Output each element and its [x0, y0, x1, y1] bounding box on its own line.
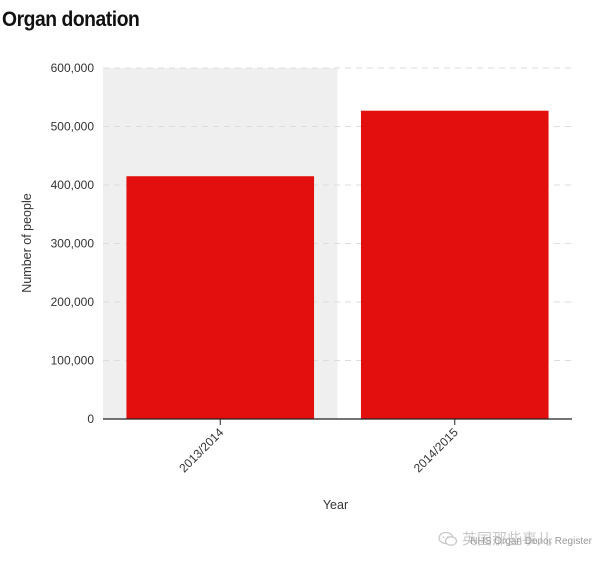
watermark: 英国那些事儿 [438, 528, 552, 549]
y-tick-label: 0 [87, 412, 94, 426]
bar-2 [360, 110, 549, 419]
chart-title: Organ donation [2, 8, 140, 31]
y-tick-label: 100,000 [51, 354, 95, 368]
watermark-text: 英国那些事儿 [462, 530, 553, 548]
x-axis-label: Year [323, 498, 348, 512]
y-tick-label: 200,000 [51, 295, 95, 309]
y-tick-label: 500,000 [51, 120, 95, 134]
y-tick-label: 300,000 [51, 237, 95, 251]
bar-1 [126, 176, 315, 419]
y-tick-label: 600,000 [51, 61, 95, 75]
bars [126, 110, 549, 419]
source-note: NHS Organ Donor Register [470, 536, 592, 547]
y-axis-label: Number of people [20, 193, 34, 292]
y-tick-label: 400,000 [51, 178, 95, 192]
x-axis-ticks: 2013/2014 2014/2015 [176, 419, 461, 475]
x-tick-label: 2014/2015 [411, 425, 461, 475]
y-axis-ticks: 0 100,000 200,000 300,000 400,000 500,000 600,… [51, 61, 95, 426]
x-tick-label: 2013/2014 [176, 425, 226, 475]
wechat-icon [438, 531, 458, 546]
